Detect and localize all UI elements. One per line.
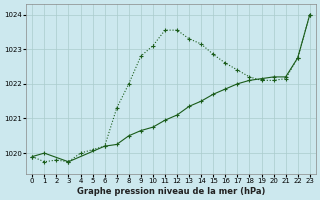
X-axis label: Graphe pression niveau de la mer (hPa): Graphe pression niveau de la mer (hPa) — [77, 187, 265, 196]
